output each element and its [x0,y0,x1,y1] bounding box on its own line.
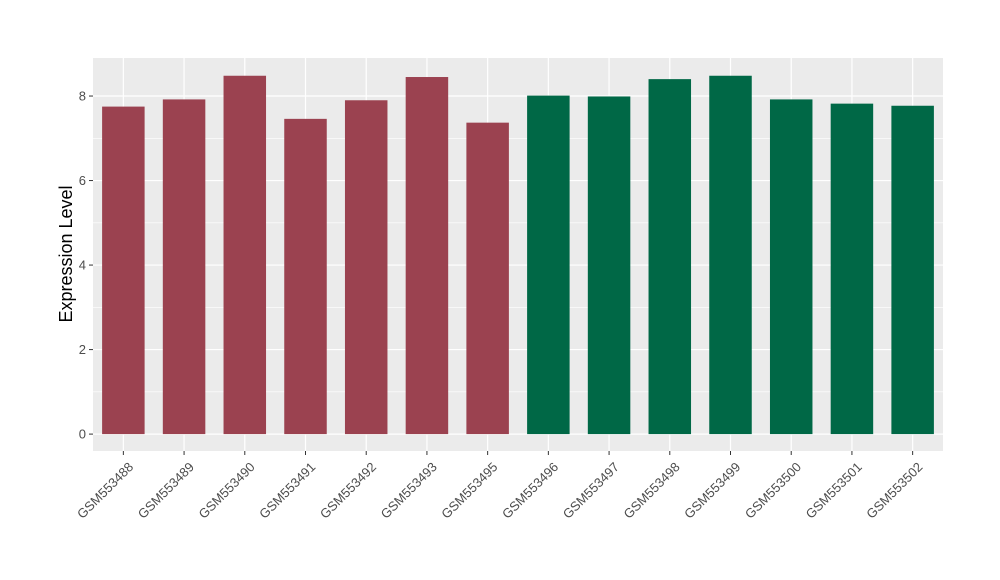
x-tick-label: GSM553499 [681,459,743,521]
x-tick-label: GSM553490 [195,459,257,521]
x-tick-label: GSM553502 [863,459,925,521]
x-tick-label: GSM553497 [560,459,622,521]
bars [102,75,934,435]
bar-GSM553500 [769,99,813,435]
y-axis-title: Expression Level [56,185,76,322]
bar-GSM553497 [587,96,631,435]
y-axis: 0 2 4 6 8 [79,89,93,442]
y-tick-label: 6 [79,173,86,188]
bar-GSM553501 [830,103,874,435]
x-tick-label: GSM553493 [378,459,440,521]
bar-GSM553496 [527,95,570,435]
x-tick-label: GSM553498 [620,459,682,521]
bar-GSM553491 [284,118,327,435]
x-tick-label: GSM553500 [742,459,804,521]
bar-GSM553502 [891,105,934,435]
x-tick-label: GSM553495 [438,459,500,521]
bar-GSM553493 [405,77,449,435]
bar-GSM553490 [223,75,267,435]
x-tick-label: GSM553496 [499,459,561,521]
bar-GSM553498 [648,79,692,435]
bar-GSM553489 [162,99,206,435]
y-tick-label: 8 [79,89,86,104]
x-tick-label: GSM553501 [803,459,865,521]
bar-GSM553492 [344,100,388,435]
x-tick-label: GSM553489 [135,459,197,521]
bar-GSM553499 [709,75,752,435]
y-tick-label: 4 [79,258,86,273]
bar-GSM553495 [466,122,509,435]
bar-GSM553488 [102,106,145,435]
x-tick-label: GSM553492 [317,459,379,521]
x-tick-label: GSM553488 [74,459,136,521]
x-tick-label: GSM553491 [256,459,318,521]
x-axis: GSM553488GSM553489GSM553490GSM553491GSM5… [74,451,926,522]
y-tick-label: 0 [79,427,86,442]
y-tick-label: 2 [79,342,86,357]
